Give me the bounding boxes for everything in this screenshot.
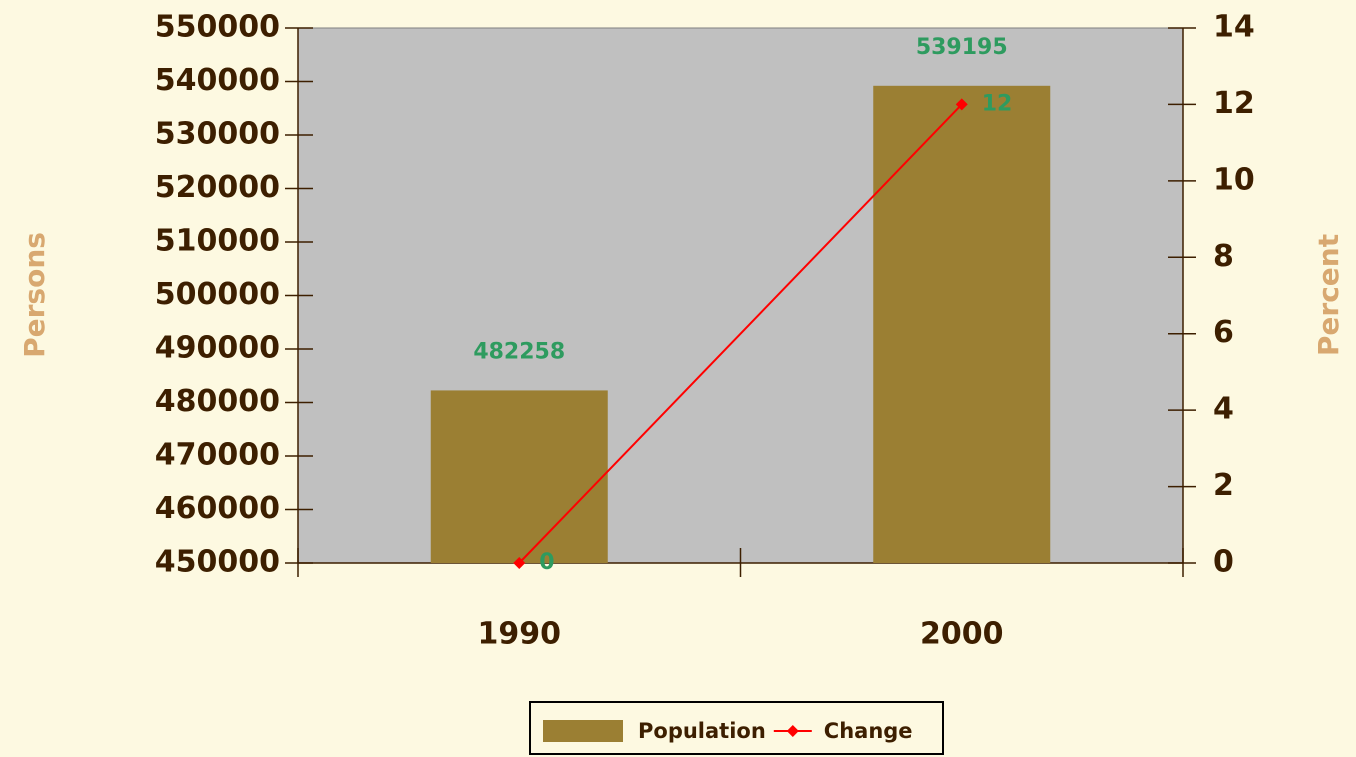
y-tick-label: 540000 (155, 63, 280, 98)
y-tick-label: 460000 (155, 491, 280, 526)
y2-tick-label: 4 (1213, 392, 1234, 427)
y-tick-label: 510000 (155, 224, 280, 259)
y2-tick-label: 12 (1213, 86, 1255, 121)
y-axis-label: Persons (18, 232, 51, 358)
line-marker (513, 557, 526, 569)
value-label: 0 (539, 550, 554, 575)
bar (873, 85, 1051, 563)
y-tick-label: 520000 (155, 170, 280, 205)
y-tick-label: 480000 (155, 384, 280, 419)
y2-tick-label: 6 (1213, 315, 1234, 350)
y-tick-label: 450000 (155, 545, 280, 580)
legend-marker (786, 725, 799, 737)
y2-tick-label: 8 (1213, 239, 1234, 274)
y2-axis-label: Percent (1312, 234, 1345, 356)
y-tick-label: 490000 (155, 331, 280, 366)
legend-label: Population (638, 719, 766, 743)
y2-tick-label: 2 (1213, 468, 1234, 503)
legend-label: Change (824, 719, 913, 743)
y2-tick-label: 0 (1213, 545, 1234, 580)
y2-tick-label: 14 (1213, 10, 1255, 45)
y-tick-label: 500000 (155, 277, 280, 312)
y-tick-label: 550000 (155, 10, 280, 45)
value-label: 12 (982, 91, 1013, 116)
y-tick-label: 530000 (155, 117, 280, 152)
bar (430, 390, 608, 563)
y-tick-label: 470000 (155, 438, 280, 473)
x-tick-label: 2000 (920, 617, 1004, 652)
line (518, 103, 963, 564)
x-tick-label: 1990 (478, 617, 562, 652)
y2-tick-label: 10 (1213, 162, 1255, 197)
legend-swatch (543, 720, 623, 742)
value-label: 539195 (916, 35, 1008, 60)
value-label: 482258 (473, 339, 565, 364)
line-marker (955, 98, 968, 111)
